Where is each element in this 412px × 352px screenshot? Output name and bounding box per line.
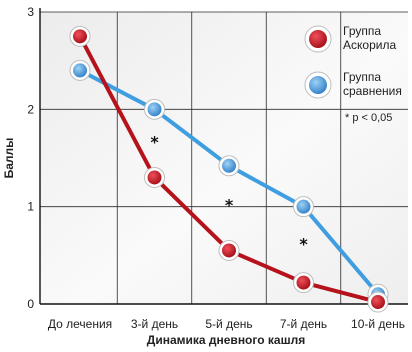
data-point <box>147 102 162 117</box>
data-point <box>73 63 87 78</box>
legend-marker <box>309 76 327 94</box>
data-point <box>296 199 311 214</box>
significance-mark: * <box>299 235 308 254</box>
series <box>69 25 389 313</box>
data-point <box>73 29 87 44</box>
significance-mark: * <box>225 196 234 215</box>
y-tick-label: 0 <box>27 297 34 311</box>
x-tick-label: 5-й день <box>205 317 252 331</box>
axes: 0 1 2 3 До лечения 3-й день 5-й день 7-й день 10… <box>27 5 408 331</box>
legend: Группа Аскорила Группа сравнения <box>304 24 402 99</box>
y-tick-label: 3 <box>27 5 34 19</box>
data-point <box>147 170 162 185</box>
legend-label: Группа сравнения <box>343 70 402 98</box>
legend-label: Группа Аскорила <box>343 24 396 52</box>
data-point <box>222 243 236 258</box>
x-tick-label: 10-й день <box>351 317 405 331</box>
y-axis-title: Баллы <box>2 138 16 179</box>
legend-marker <box>309 30 327 48</box>
x-tick-label: 7-й день <box>280 317 327 331</box>
y-tick-label: 2 <box>27 102 34 116</box>
data-point <box>296 275 311 290</box>
significance-mark: * <box>150 132 159 151</box>
data-point <box>222 158 236 173</box>
data-point <box>371 295 385 310</box>
significance-marks: * * * <box>150 132 308 253</box>
x-tick-label: До лечения <box>48 317 112 331</box>
x-axis-title: Динамика дневного кашля <box>147 333 305 347</box>
y-tick-label: 1 <box>27 200 34 214</box>
x-tick-label: 3-й день <box>131 317 178 331</box>
note: * p < 0,05 <box>345 112 392 124</box>
grid <box>40 11 408 304</box>
